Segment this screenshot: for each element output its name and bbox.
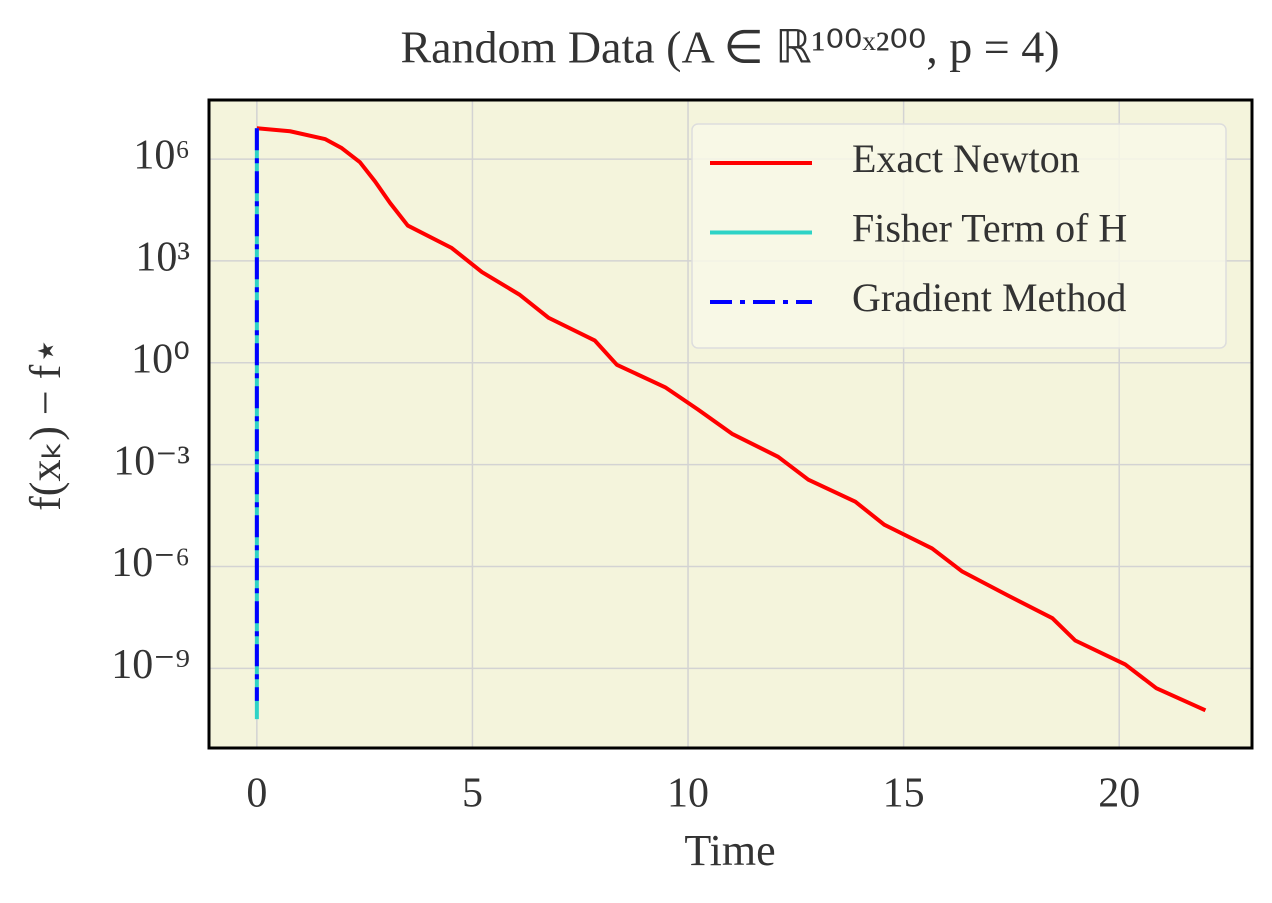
plot-frame — [207, 98, 1254, 750]
chart-title: Random Data (A ∈ ℝ¹⁰⁰ˣ²⁰⁰, p = 4) — [400, 22, 1059, 73]
legend-label: Gradient Method — [852, 275, 1126, 320]
y-tick-label: 10⁻⁶ — [111, 540, 190, 586]
legend-label: Fisher Term of H — [852, 206, 1127, 251]
legend-box — [691, 123, 1227, 349]
y-tick-label: 10⁶ — [133, 133, 190, 179]
x-tick-label: 5 — [462, 771, 483, 817]
x-tick-label: 15 — [883, 771, 925, 817]
grid — [209, 100, 1252, 748]
y-axis-label: f(xₖ) − f⋆ — [21, 337, 70, 511]
series-line — [256, 126, 1207, 713]
y-tick-label: 10³ — [135, 235, 190, 281]
x-axis-label: Time — [684, 826, 775, 875]
x-tick-label: 10 — [667, 771, 709, 817]
lines — [254, 126, 1207, 720]
legend-label: Exact Newton — [852, 136, 1080, 181]
x-tick-label: 0 — [246, 771, 267, 817]
y-tick-label: 10⁻³ — [113, 438, 190, 484]
legend: Exact Newton Fisher Term of H Gradient Met… — [691, 123, 1227, 349]
y-tick-label: 10⁻⁹ — [111, 642, 190, 688]
x-tick-label: 20 — [1098, 771, 1140, 817]
y-tick-label: 10⁰ — [131, 336, 190, 382]
